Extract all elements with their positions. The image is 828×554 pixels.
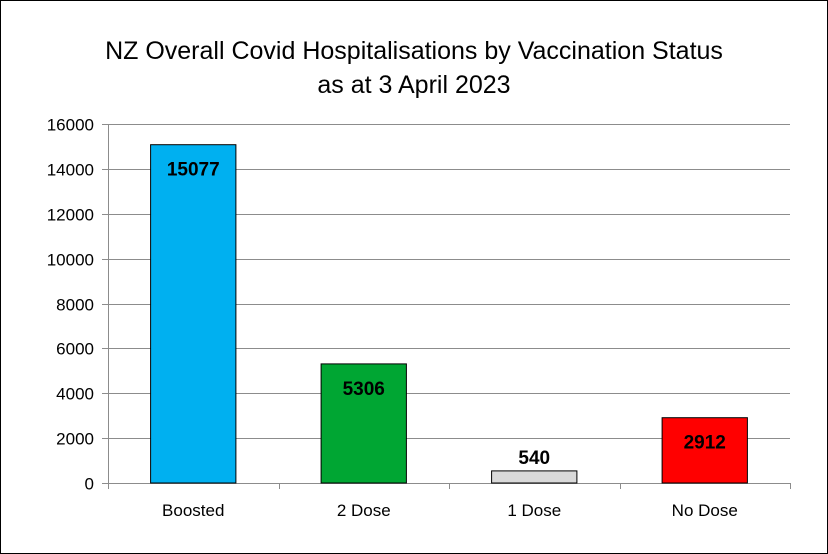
y-tick-label-3: 6000: [56, 340, 94, 359]
bar-no-dose: [661, 417, 748, 484]
data-label-1-dose: 540: [518, 448, 550, 469]
y-tick-label-2: 4000: [56, 385, 94, 404]
bar-1-dose: [491, 470, 578, 484]
bar-2-dose: [320, 363, 407, 484]
y-tick-label-8: 16000: [47, 116, 94, 135]
bar-boosted: [150, 144, 237, 484]
data-label-no-dose: 2912: [684, 433, 726, 454]
y-tick-label-6: 12000: [47, 206, 94, 225]
chart-title: NZ Overall Covid Hospitalisations by Vac…: [1, 34, 827, 102]
x-tick-label-no-dose: No Dose: [672, 501, 738, 520]
x-tick-label-1-dose: 1 Dose: [507, 501, 561, 520]
y-tick-label-7: 14000: [47, 161, 94, 180]
y-tick-label-5: 10000: [47, 251, 94, 270]
data-label-2-dose: 5306: [343, 379, 385, 400]
x-tick-label-2-dose: 2 Dose: [337, 501, 391, 520]
chart-subtitle: as at 3 April 2023: [317, 71, 511, 99]
y-tick-label-0: 0: [85, 475, 94, 494]
x-tick-label-boosted: Boosted: [162, 501, 224, 520]
data-label-boosted: 15077: [167, 160, 220, 181]
chart-title-line-1: NZ Overall Covid Hospitalisations by Vac…: [105, 37, 723, 65]
y-tick-label-1: 2000: [56, 430, 94, 449]
y-tick-label-4: 8000: [56, 296, 94, 315]
